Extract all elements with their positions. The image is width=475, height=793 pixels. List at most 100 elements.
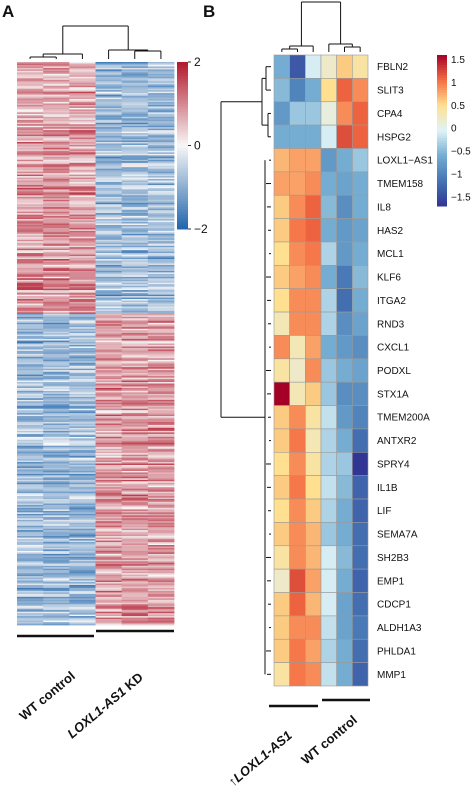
heatmap-a-cell <box>17 611 44 614</box>
heatmap-a-cell <box>69 70 96 73</box>
heatmap-a-cell <box>43 389 70 392</box>
heatmap-a-cell <box>69 118 96 121</box>
heatmap-a-cell <box>121 244 149 247</box>
heatmap-a-cell <box>147 445 175 448</box>
heatmap-a-cell <box>69 235 96 238</box>
heatmap-a-cell <box>121 222 149 224</box>
heatmap-b-cell <box>289 522 306 547</box>
heatmap-a-cell <box>17 356 44 359</box>
heatmap-a-cell <box>147 199 175 202</box>
heatmap-a-cell <box>121 379 149 381</box>
heatmap-a-cell <box>95 190 123 193</box>
heatmap-a-cell <box>95 156 123 159</box>
heatmap-a-cell <box>69 182 96 184</box>
heatmap-a-cell <box>121 518 149 521</box>
heatmap-a-cell <box>147 70 175 73</box>
heatmap-a-cell <box>147 184 175 187</box>
heatmap-a-cell <box>147 312 175 315</box>
colorbar-a-tick-label: 0 <box>194 139 201 153</box>
heatmap-a-cell <box>69 279 96 282</box>
heatmap-a-cell <box>147 587 175 590</box>
heatmap-a-cell <box>69 494 96 497</box>
heatmap-a-cell <box>43 459 70 461</box>
heatmap-b-cell <box>320 522 337 547</box>
heatmap-a-cell <box>69 130 96 133</box>
heatmap-a-cell <box>17 282 44 285</box>
heatmap-a-cell <box>69 605 96 608</box>
heatmap-a-cell <box>43 398 70 401</box>
heatmap-a-cell <box>95 144 123 147</box>
heatmap-a-cell <box>121 253 149 255</box>
heatmap-a-cell <box>147 543 175 546</box>
heatmap-a-cell <box>121 140 149 143</box>
heatmap-a-cell <box>43 595 70 598</box>
heatmap-a-cell <box>43 167 70 170</box>
heatmap-a-cell <box>43 382 70 384</box>
colorbar-a-step <box>177 106 188 110</box>
heatmap-a-cell <box>147 405 175 408</box>
heatmap-a-cell <box>17 593 44 596</box>
heatmap-a-cell <box>121 367 149 370</box>
heatmap-a-cell <box>95 496 123 498</box>
heatmap-a-cell <box>95 229 123 232</box>
heatmap-a-cell <box>17 453 44 456</box>
heatmap-a-cell <box>95 347 123 350</box>
heatmap-a-cell <box>43 300 70 303</box>
heatmap-a-cell <box>43 593 70 596</box>
heatmap-a-cell <box>147 142 175 144</box>
heatmap-a-cell <box>95 576 123 578</box>
heatmap-a-cell <box>121 555 149 558</box>
heatmap-a-cell <box>121 607 149 610</box>
heatmap-b-cell <box>305 335 322 360</box>
heatmap-b-cell <box>320 101 337 126</box>
heatmap-a-cell <box>17 309 44 312</box>
colorbar-a-step <box>177 134 188 138</box>
heatmap-a-cell <box>95 67 123 70</box>
colorbar-a-step <box>177 131 188 135</box>
group-label-wt: WT control <box>16 668 78 723</box>
heatmap-a-cell <box>17 302 44 304</box>
heatmap-a-cell <box>69 324 96 327</box>
heatmap-a-cell <box>147 593 175 596</box>
heatmap-a-cell <box>17 454 44 457</box>
heatmap-b-cell <box>289 101 306 126</box>
heatmap-a-cell <box>121 199 149 202</box>
heatmap-a-cell <box>95 547 123 550</box>
heatmap-a-cell <box>69 189 96 192</box>
heatmap-a-cell <box>95 158 123 161</box>
heatmap-a-cell <box>147 519 175 522</box>
heatmap-a-cell <box>17 340 44 343</box>
heatmap-a-cell <box>69 115 96 118</box>
heatmap-a-cell <box>17 405 44 408</box>
colorbar-a-step <box>177 92 188 96</box>
colorbar-a-step <box>177 195 188 199</box>
heatmap-a-cell <box>147 297 175 300</box>
heatmap-a-cell <box>43 525 70 528</box>
heatmap-a-cell <box>69 547 96 550</box>
heatmap-a-cell <box>43 116 70 119</box>
heatmap-a-cell <box>17 241 44 244</box>
heatmap-a-cell <box>147 269 175 272</box>
heatmap-a-cell <box>121 107 149 110</box>
heatmap-a-cell <box>95 113 123 116</box>
heatmap-a-cell <box>43 402 70 405</box>
heatmap-a-cell <box>69 75 96 78</box>
heatmap-a-cell <box>121 213 149 215</box>
heatmap-a-cell <box>69 540 96 543</box>
heatmap-a-cell <box>121 481 149 484</box>
heatmap-a-cell <box>43 140 70 143</box>
heatmap-b-cell <box>289 288 306 313</box>
heatmap-a-cell <box>121 125 149 128</box>
heatmap-a-cell <box>43 433 70 436</box>
heatmap-a-cell <box>43 287 70 290</box>
heatmap-a-cell <box>69 147 96 150</box>
heatmap-a-cell <box>95 562 123 565</box>
heatmap-a-cell <box>43 371 70 374</box>
heatmap-a-cell <box>95 419 123 421</box>
heatmap-a-cell <box>69 142 96 144</box>
heatmap-a-cell <box>69 408 96 411</box>
heatmap-a-cell <box>43 334 70 337</box>
colorbar-b-step <box>437 130 447 134</box>
heatmap-a-cell <box>69 282 96 285</box>
heatmap-a-cell <box>17 167 44 170</box>
